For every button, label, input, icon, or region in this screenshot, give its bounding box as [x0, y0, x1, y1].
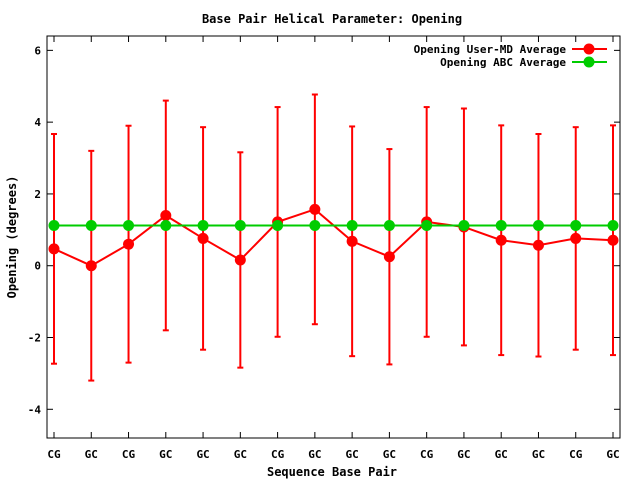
y-tick-label: 6 [34, 44, 41, 57]
data-point [123, 238, 135, 250]
legend-marker [583, 56, 595, 68]
data-point [495, 234, 507, 246]
y-tick-label: -4 [28, 403, 42, 416]
y-axis-label: Opening (degrees) [5, 176, 19, 299]
series-line [53, 208, 614, 267]
y-tick-label: 4 [34, 116, 41, 129]
x-tick-label: GC [346, 448, 359, 461]
y-axis: -4 -2 0 2 4 6 [28, 44, 620, 416]
y-tick-label: 2 [34, 188, 41, 201]
data-point [570, 232, 582, 244]
y-tick-label: -2 [28, 332, 41, 345]
data-point [346, 220, 358, 232]
data-point [495, 220, 507, 232]
series-2 [48, 220, 619, 232]
x-tick-label: GC [495, 448, 508, 461]
data-point [532, 220, 544, 232]
data-point [123, 220, 135, 232]
data-point [309, 203, 321, 215]
data-point [234, 254, 246, 266]
data-point [383, 220, 395, 232]
x-tick-label: GC [308, 448, 321, 461]
x-tick-label: GC [383, 448, 396, 461]
data-point [85, 220, 97, 232]
data-point [532, 239, 544, 251]
x-tick-label: GC [196, 448, 209, 461]
x-tick-label: GC [159, 448, 172, 461]
data-point [160, 209, 172, 221]
x-tick-label: GC [606, 448, 619, 461]
data-point [48, 220, 60, 232]
x-tick-label: GC [234, 448, 247, 461]
x-tick-label: CG [420, 448, 434, 461]
data-point [346, 235, 358, 247]
x-axis: CG GC CG GC GC GC CG GC GC GC CG GC GC GC CG GC [47, 36, 620, 461]
data-point [197, 232, 209, 244]
data-point [48, 243, 60, 255]
data-point [160, 220, 172, 232]
chart-title: Base Pair Helical Parameter: Opening [202, 12, 462, 26]
series-layer [48, 93, 619, 382]
data-point [607, 234, 619, 246]
x-tick-label: CG [569, 448, 583, 461]
plot-frame [46, 35, 621, 439]
data-point [309, 220, 321, 232]
data-point [197, 220, 209, 232]
y-tick-label: 0 [34, 260, 41, 273]
data-point [272, 220, 284, 232]
legend-label: Opening ABC Average [440, 56, 566, 69]
data-point [85, 260, 97, 272]
x-tick-label: GC [532, 448, 545, 461]
data-point [421, 220, 433, 232]
data-point [383, 251, 395, 263]
data-point [234, 220, 246, 232]
x-tick-label: CG [47, 448, 61, 461]
legend-label: Opening User-MD Average [414, 43, 567, 56]
x-tick-label: GC [457, 448, 470, 461]
data-point [607, 220, 619, 232]
x-tick-label: GC [85, 448, 98, 461]
x-axis-label: Sequence Base Pair [267, 465, 397, 479]
data-point [570, 220, 582, 232]
x-tick-label: CG [122, 448, 136, 461]
series-1 [48, 93, 619, 382]
legend-marker [583, 43, 595, 55]
data-point [458, 220, 470, 232]
x-tick-label: CG [271, 448, 285, 461]
